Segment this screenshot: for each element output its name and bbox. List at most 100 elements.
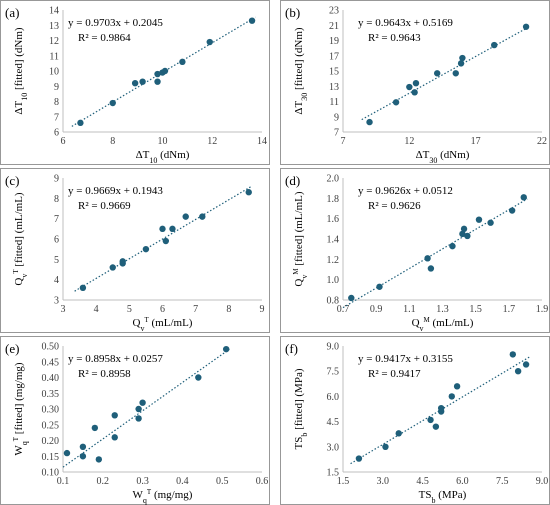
y-tick-label: 0.30 <box>42 405 60 416</box>
data-point <box>63 449 71 457</box>
y-tick-label: 0.45 <box>42 357 60 368</box>
x-tick-label: 0.9 <box>370 304 383 315</box>
trendline <box>74 185 253 292</box>
y-tick-label: 11 <box>49 51 59 62</box>
data-point <box>475 216 483 223</box>
x-tick-label: 4.5 <box>416 476 429 487</box>
data-point <box>522 23 530 30</box>
data-point <box>139 399 146 406</box>
panel-frame <box>0 168 270 333</box>
data-point <box>459 230 466 238</box>
data-point <box>169 225 176 233</box>
x-tick-label: 12 <box>207 136 217 147</box>
x-tick-label: 0.1 <box>57 476 70 487</box>
y-tick-label: 3 <box>54 296 59 307</box>
x-tick-label: 1.7 <box>503 304 516 315</box>
x-tick-label: 10 <box>158 136 168 147</box>
y-tick-label: 14 <box>49 6 59 17</box>
x-tick-label: 1.5 <box>337 476 350 487</box>
data-point <box>195 374 202 381</box>
regression-equation: y = 0.9643x + 0.5169 <box>358 17 453 29</box>
data-point <box>79 443 87 450</box>
data-point <box>452 70 459 77</box>
x-tick-label: 0.5 <box>216 476 229 487</box>
data-point <box>522 361 530 368</box>
data-point <box>427 416 434 424</box>
data-point <box>91 424 99 432</box>
data-point <box>457 60 465 67</box>
data-point <box>432 423 440 430</box>
regression-equation: y = 0.8958x + 0.0257 <box>68 353 163 365</box>
x-tick-label: 1.9 <box>536 304 549 315</box>
y-tick-label: 0.25 <box>42 420 60 431</box>
data-point <box>453 383 461 390</box>
trendline <box>342 198 528 309</box>
y-tick-label: 1.5 <box>327 468 340 479</box>
r-squared: R² = 0.9669 <box>78 200 131 212</box>
trendline <box>361 26 530 121</box>
x-tick-label: 5 <box>127 304 132 315</box>
y-axis-title: TSb [fitted] (MPa) <box>293 368 309 449</box>
data-point <box>222 345 230 353</box>
y-tick-label: 12 <box>49 36 59 47</box>
y-tick-label: 1.0 <box>327 275 340 286</box>
data-point <box>395 430 402 437</box>
x-tick-label: 3 <box>61 304 66 315</box>
data-point <box>514 368 522 375</box>
x-tick-label: 6.0 <box>456 476 469 487</box>
x-tick-label: 0.4 <box>176 476 189 487</box>
y-axis-title: ΔT30 [fitted] (dNm) <box>293 27 309 115</box>
y-tick-label: 15 <box>329 67 339 78</box>
data-point <box>179 58 186 66</box>
data-point <box>111 434 118 441</box>
data-point <box>424 255 431 262</box>
y-axis-title: QvT [fitted] (mL/mL) <box>12 192 29 286</box>
x-tick-label: 14 <box>257 136 267 147</box>
x-tick-label: 8 <box>226 304 231 315</box>
r-squared: R² = 0.9864 <box>78 32 131 44</box>
y-tick-label: 7 <box>54 112 59 123</box>
y-tick-label: 0.10 <box>42 468 60 479</box>
data-point <box>119 258 126 265</box>
y-tick-label: 1.8 <box>327 194 340 205</box>
y-tick-label: 4 <box>54 275 59 286</box>
x-tick-label: 7.5 <box>496 476 509 487</box>
x-tick-label: 9 <box>260 304 265 315</box>
data-point <box>199 213 206 220</box>
data-point <box>109 99 116 107</box>
y-tick-label: 9.0 <box>327 342 340 353</box>
y-tick-label: 1.2 <box>327 255 340 266</box>
data-point <box>162 237 170 245</box>
y-tick-label: 17 <box>329 51 339 62</box>
panel-label: (d) <box>285 173 300 188</box>
y-tick-label: 1.6 <box>327 214 340 225</box>
y-tick-label: 19 <box>329 36 339 47</box>
r-squared: R² = 0.9417 <box>368 368 421 380</box>
chart-panel-4: 0.7 0.9 1.1 1.3 1.5 1.7 1.9 0.8 1.0 1.2 1.4 1.6 1.8 2… <box>280 168 550 333</box>
x-tick-label: 0.7 <box>337 304 350 315</box>
data-point <box>427 265 435 272</box>
data-point <box>433 70 441 77</box>
data-point <box>411 89 418 96</box>
trendline <box>62 348 230 468</box>
data-point <box>508 207 516 214</box>
data-point <box>109 264 116 271</box>
y-axis-title: QvM [fitted] (mL/mL) <box>292 191 309 286</box>
x-tick-label: 12 <box>404 136 414 147</box>
data-point <box>348 294 355 302</box>
data-point <box>161 67 169 75</box>
data-point <box>77 119 84 127</box>
data-point <box>449 242 456 250</box>
y-tick-label: 5 <box>54 255 59 266</box>
chart-panel-5: 0.1 0.2 0.3 0.4 0.5 0.6 0.10 0.15 0.20 0.25 0.30 0.… <box>0 336 270 505</box>
x-axis-title: ΔT30 (dNm) <box>416 149 470 165</box>
y-tick-label: 3.0 <box>327 442 340 453</box>
panel-frame <box>0 336 270 505</box>
y-tick-label: 0.50 <box>42 342 60 353</box>
y-tick-label: 6 <box>54 235 59 246</box>
panel-label: (f) <box>285 341 298 356</box>
data-point <box>111 412 118 419</box>
data-point <box>206 38 213 46</box>
y-tick-label: 7.5 <box>327 367 340 378</box>
x-tick-label: 0.2 <box>97 476 110 487</box>
